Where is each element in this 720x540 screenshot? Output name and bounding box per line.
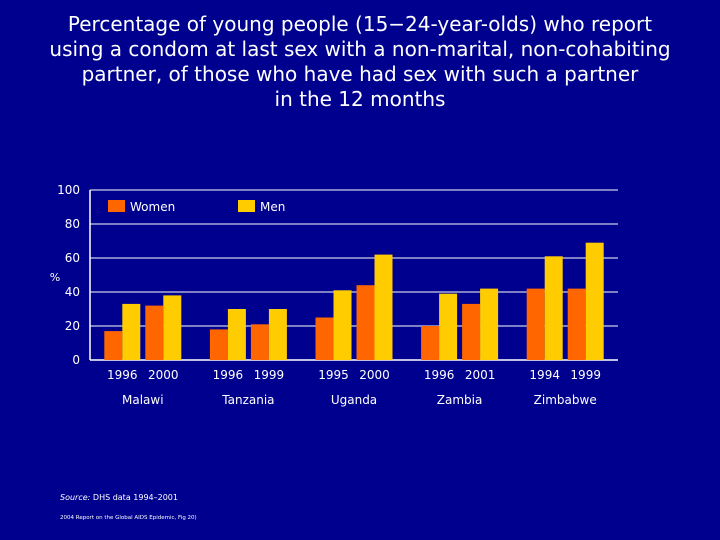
bar-men-zambia-2001 [480,288,499,360]
bar-men-tanzania-1999 [268,309,287,360]
legend-label-men: Men [260,200,285,214]
bar-men-tanzania-1996 [227,309,246,360]
title-line: partner, of those who have had sex with … [81,62,639,86]
x-tick-year: 2000 [359,368,390,382]
source-note: Source: DHS data 1994–2001 [60,493,178,502]
y-tick-label: 80 [65,217,80,231]
x-tick-year: 2001 [465,368,496,382]
report-note: 2004 Report on the Global AIDS Epidemic,… [60,515,197,521]
bar-men-zimbabwe-1994 [544,256,563,360]
bar-men-uganda-1995 [333,290,352,360]
x-tick-country: Zimbabwe [534,393,597,407]
bar-men-zambia-1996 [439,293,458,360]
title-line: in the 12 months [274,87,446,111]
bar-men-uganda-2000 [374,254,393,360]
bar-women-tanzania-1999 [250,324,269,360]
chart-title: Percentage of young people (15−24-year-o… [0,12,720,112]
title-line: Percentage of young people (15−24-year-o… [67,12,653,36]
x-tick-country: Tanzania [221,393,274,407]
x-tick-year: 2000 [148,368,179,382]
bar-women-tanzania-1996 [209,329,228,360]
bar-women-zambia-1996 [421,326,440,360]
x-tick-country: Uganda [331,393,377,407]
source-label: Source: [60,493,91,502]
x-tick-year: 1994 [529,368,560,382]
x-tick-year: 1996 [213,368,244,382]
x-tick-country: Zambia [437,393,483,407]
x-tick-year: 1996 [424,368,455,382]
bar-men-zimbabwe-1999 [585,242,604,360]
bar-women-zimbabwe-1994 [526,288,545,360]
bar-women-uganda-1995 [315,317,334,360]
y-tick-label: 20 [65,319,80,333]
bar-men-malawi-2000 [163,295,182,360]
x-tick-year: 1999 [570,368,601,382]
bar-men-malawi-1996 [122,303,141,360]
legend-swatch-men [238,200,255,212]
x-tick-year: 1995 [318,368,349,382]
x-tick-country: Malawi [122,393,164,407]
title-line: using a condom at last sex with a non-ma… [49,37,671,61]
bar-women-malawi-1996 [104,331,123,360]
y-tick-label: 60 [65,251,80,265]
y-tick-label: 0 [72,353,80,367]
y-tick-label: 40 [65,285,80,299]
y-tick-label: 100 [57,183,80,197]
bar-women-zambia-2001 [462,303,481,360]
bar-women-malawi-2000 [145,305,164,360]
x-tick-year: 1999 [254,368,285,382]
legend-label-women: Women [130,200,175,214]
x-tick-year: 1996 [107,368,138,382]
y-axis-label: % [50,271,60,284]
bar-women-uganda-2000 [356,285,375,360]
legend-swatch-women [108,200,125,212]
source-text: DHS data 1994–2001 [92,493,178,502]
bar-women-zimbabwe-1999 [567,288,586,360]
